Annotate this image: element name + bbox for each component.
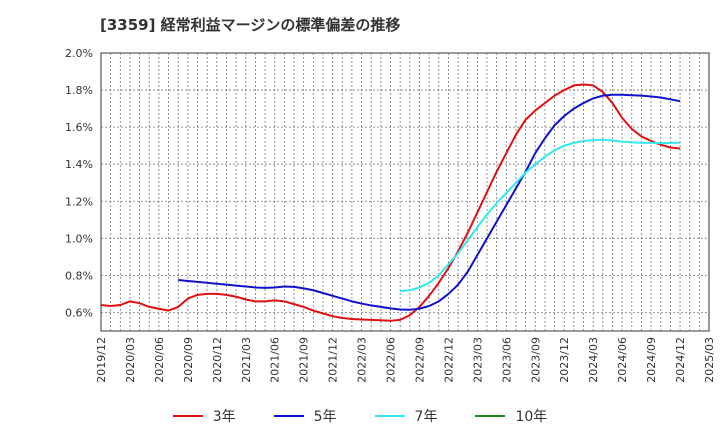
legend-label: 10年 <box>515 409 548 425</box>
x-tick-label: 2019/12 <box>95 337 108 383</box>
x-tick-label: 2024/03 <box>587 337 600 383</box>
y-tick-label: 1.4% <box>65 158 93 171</box>
legend-label: 3年 <box>212 409 236 425</box>
legend-label: 7年 <box>414 409 438 425</box>
series-line-7年 <box>400 138 681 293</box>
x-tick-label: 2021/03 <box>240 337 253 383</box>
legend-item: 3年 <box>172 406 236 426</box>
legend-item: 7年 <box>374 406 438 426</box>
x-tick-label: 2023/06 <box>500 337 513 383</box>
x-tick-label: 2023/03 <box>471 337 484 383</box>
x-tick-label: 2020/12 <box>211 337 224 383</box>
legend-swatch <box>172 415 203 417</box>
x-tick-label: 2020/09 <box>182 337 195 383</box>
y-tick-label: 0.6% <box>65 306 93 319</box>
x-tick-label: 2021/12 <box>327 337 340 383</box>
series-line-5年 <box>178 93 681 311</box>
x-tick-label: 2021/09 <box>298 337 311 383</box>
y-tick-label: 1.2% <box>65 195 93 208</box>
y-tick-label: 1.6% <box>65 121 93 134</box>
x-tick-label: 2022/09 <box>413 337 426 383</box>
plot-area <box>100 52 710 332</box>
y-tick-label: 0.8% <box>65 269 93 282</box>
chart-title: [3359] 経常利益マージンの標準偏差の推移 <box>100 16 401 34</box>
y-tick-label: 1.8% <box>65 84 93 97</box>
legend-swatch <box>273 415 304 417</box>
x-tick-label: 2020/06 <box>153 337 166 383</box>
legend-item: 5年 <box>273 406 337 426</box>
x-tick-label: 2025/03 <box>703 337 716 383</box>
y-tick-label: 1.0% <box>65 232 93 245</box>
x-tick-label: 2023/12 <box>558 337 571 383</box>
chart-legend: 3年 5年 7年 10年 <box>0 404 720 428</box>
legend-swatch <box>475 415 506 417</box>
x-tick-label: 2024/06 <box>616 337 629 383</box>
x-tick-label: 2022/03 <box>356 337 369 383</box>
legend-item: 10年 <box>475 406 547 426</box>
x-tick-label: 2024/09 <box>645 337 658 383</box>
x-tick-label: 2022/12 <box>442 337 455 383</box>
x-tick-label: 2024/12 <box>674 337 687 383</box>
legend-swatch <box>374 415 405 417</box>
x-tick-label: 2021/06 <box>269 337 282 383</box>
x-tick-label: 2022/06 <box>385 337 398 383</box>
x-tick-label: 2023/09 <box>529 337 542 383</box>
series-line-3年 <box>100 83 681 322</box>
y-tick-label: 2.0% <box>65 47 93 60</box>
x-tick-label: 2020/03 <box>124 337 137 383</box>
legend-label: 5年 <box>313 409 337 425</box>
